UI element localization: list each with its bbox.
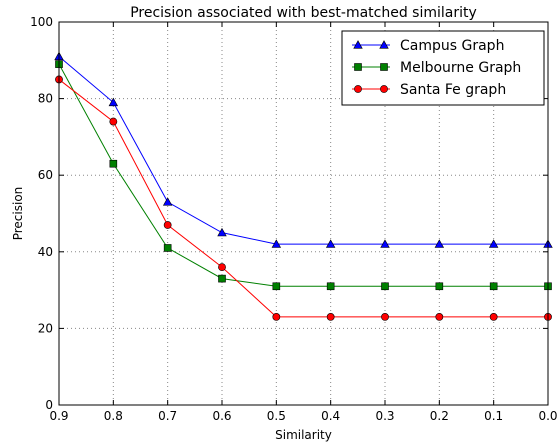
legend-marker: [353, 40, 363, 49]
data-point: [435, 282, 444, 291]
series-line: [58, 79, 548, 318]
legend-label: Melbourne Graph: [400, 60, 521, 76]
data-point: [272, 282, 281, 291]
x-tick-label: 0.2: [430, 409, 449, 423]
data-point: [271, 239, 282, 248]
x-tick-label: 0.0: [538, 409, 557, 423]
series-line: [58, 56, 548, 245]
data-point: [218, 274, 226, 283]
data-point: [489, 313, 498, 321]
data-point: [162, 197, 173, 206]
data-point: [163, 244, 172, 252]
data-point: [380, 239, 390, 248]
y-tick-label: 60: [38, 168, 53, 182]
legend: Campus Graph Melbourne Graph Santa Fe grap…: [341, 30, 545, 106]
x-tick-label: 0.5: [267, 409, 286, 423]
data-point: [218, 263, 226, 272]
legend-marker: [380, 63, 388, 71]
y-tick-label: 40: [38, 245, 53, 259]
data-point: [489, 282, 498, 291]
grid: [59, 22, 548, 405]
x-tick-label: 0.6: [212, 409, 231, 423]
legend-box: [341, 30, 545, 106]
series-line: [58, 63, 548, 287]
data-point: [325, 239, 336, 248]
y-axis-label: Precision: [11, 187, 25, 241]
data-point: [488, 239, 499, 248]
data-point: [217, 227, 227, 237]
x-tick-label: 0.1: [484, 409, 503, 423]
legend-label: Campus Graph: [400, 38, 504, 54]
data-point: [326, 282, 335, 291]
legend-marker: [354, 85, 362, 93]
x-tick-label: 0.8: [104, 409, 123, 423]
x-tick-label: 0.3: [375, 409, 394, 423]
data-point: [434, 239, 445, 248]
series-campus-graph: [54, 51, 553, 248]
legend-marker: [354, 63, 362, 71]
y-tick-label: 0: [45, 398, 53, 412]
data-point: [109, 117, 118, 126]
series-santa-fe-graph: [55, 75, 552, 321]
data-point: [326, 313, 335, 321]
chart-title: Precision associated with best-matched s…: [130, 5, 477, 21]
x-axis-label: Similarity: [275, 428, 332, 442]
legend-marker: [379, 40, 389, 49]
y-tick-label: 100: [30, 15, 53, 29]
x-tick-label: 0.4: [321, 409, 340, 423]
data-point: [272, 313, 281, 321]
data-point: [163, 221, 172, 229]
data-point: [381, 313, 389, 321]
ticks: 0.9 0.8 0.7 0.6 0.5 0.4 0.3 0.2 0.1 0.0 0 20 40 60 80 1…: [30, 15, 557, 423]
y-tick-label: 20: [38, 321, 53, 335]
x-tick-label: 0.7: [158, 409, 177, 423]
x-tick-label: 0.9: [49, 409, 68, 423]
plot-frame: [58, 21, 549, 406]
data-point: [381, 282, 389, 291]
data-point: [109, 159, 118, 168]
legend-label: Santa Fe graph: [400, 82, 506, 98]
series-layer: [54, 51, 553, 321]
legend-marker: [380, 85, 388, 93]
data-point: [108, 97, 119, 107]
data-point: [435, 313, 444, 321]
y-tick-label: 80: [38, 92, 53, 106]
